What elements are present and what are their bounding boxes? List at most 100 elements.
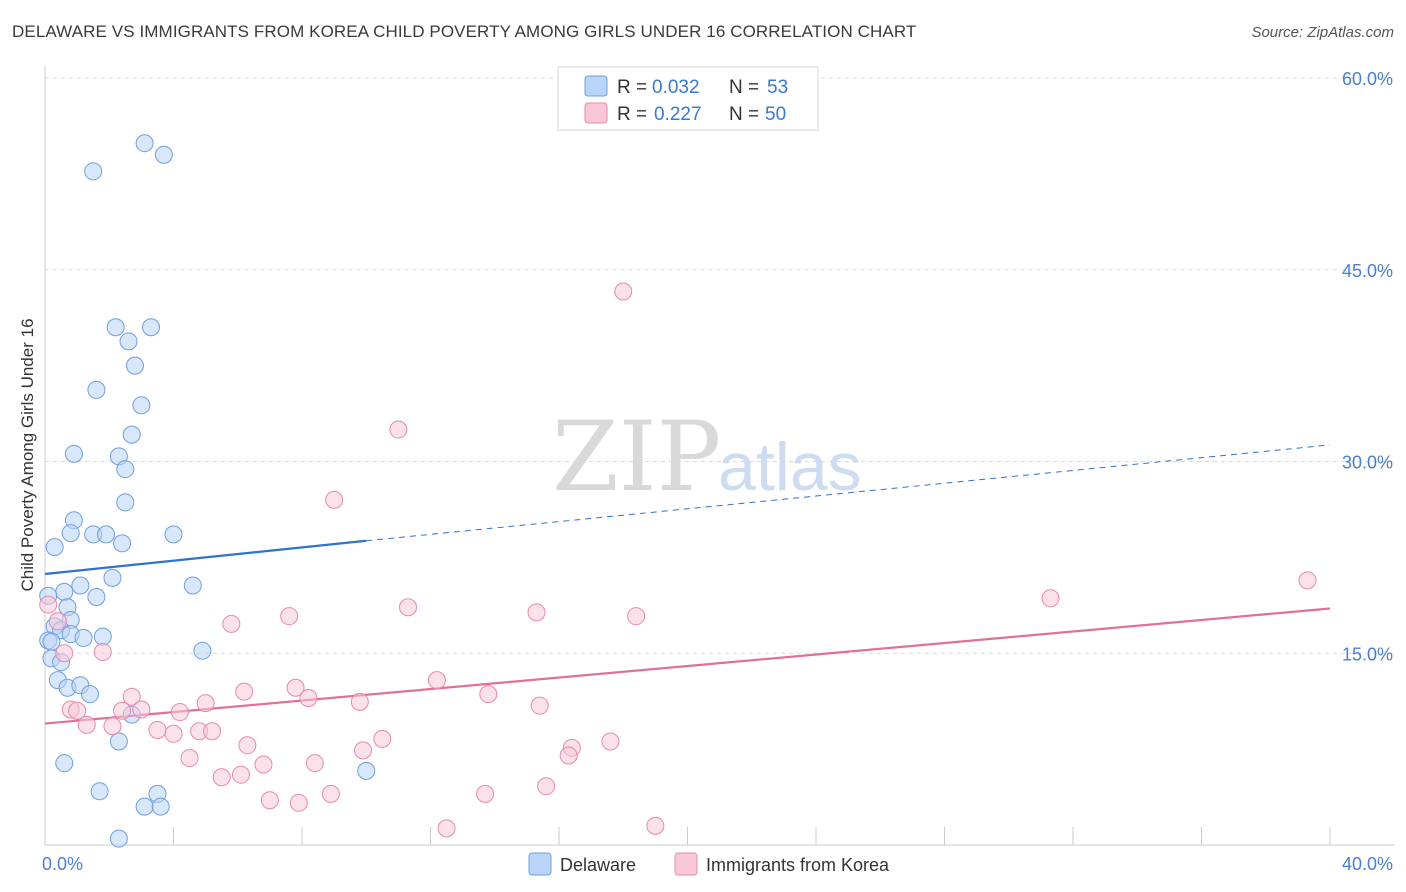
point-delaware bbox=[90, 782, 109, 801]
legend-stats: R = 0.032 N = 53 R = 0.227 N = 50 bbox=[557, 66, 819, 131]
point-delaware bbox=[55, 582, 74, 601]
point-korea bbox=[180, 749, 199, 768]
point-korea bbox=[132, 700, 151, 719]
point-korea bbox=[103, 717, 122, 736]
point-korea bbox=[389, 420, 408, 439]
point-delaware bbox=[64, 444, 83, 463]
point-korea bbox=[55, 644, 74, 663]
point-korea bbox=[1041, 589, 1060, 608]
point-delaware bbox=[122, 425, 141, 444]
point-korea bbox=[222, 614, 241, 633]
watermark: ZIP atlas bbox=[552, 401, 862, 513]
point-korea bbox=[537, 777, 556, 796]
point-korea bbox=[601, 732, 620, 751]
watermark-zip: ZIP bbox=[552, 401, 721, 513]
point-delaware bbox=[109, 829, 128, 848]
point-korea bbox=[48, 612, 67, 631]
legend-n-value: 50 bbox=[765, 104, 786, 125]
point-delaware bbox=[93, 627, 112, 646]
point-korea bbox=[260, 791, 279, 810]
point-korea bbox=[212, 768, 231, 787]
chart-source: Source: ZipAtlas.com bbox=[1251, 24, 1394, 41]
point-delaware bbox=[119, 332, 138, 351]
point-korea bbox=[122, 687, 141, 706]
legend-n-label: N = bbox=[729, 77, 759, 98]
point-korea bbox=[321, 784, 340, 803]
point-delaware bbox=[87, 380, 106, 399]
point-korea bbox=[289, 793, 308, 812]
point-delaware bbox=[71, 576, 90, 595]
point-korea bbox=[299, 688, 318, 707]
point-delaware bbox=[125, 356, 144, 375]
y-tick-label: 15.0% bbox=[1342, 644, 1393, 664]
point-delaware bbox=[87, 588, 106, 607]
point-delaware bbox=[116, 460, 135, 479]
point-korea bbox=[77, 715, 96, 734]
point-korea bbox=[614, 282, 633, 301]
gridlines bbox=[45, 77, 1395, 654]
axes bbox=[44, 66, 1395, 846]
point-korea bbox=[305, 754, 324, 773]
point-delaware bbox=[61, 524, 80, 543]
trendline-delaware-projection bbox=[366, 444, 1331, 542]
point-delaware bbox=[357, 761, 376, 780]
point-korea bbox=[280, 607, 299, 626]
point-delaware bbox=[74, 628, 93, 647]
y-tick-label: 60.0% bbox=[1342, 69, 1393, 89]
point-korea bbox=[170, 703, 189, 722]
legend-swatch-delaware bbox=[584, 75, 608, 97]
point-delaware bbox=[193, 641, 212, 660]
point-delaware bbox=[183, 576, 202, 595]
point-korea bbox=[148, 720, 167, 739]
point-korea bbox=[235, 682, 254, 701]
point-delaware bbox=[84, 162, 103, 181]
legend-bottom-label-korea: Immigrants from Korea bbox=[706, 855, 890, 875]
point-korea bbox=[399, 598, 418, 617]
point-korea bbox=[527, 603, 546, 622]
point-korea bbox=[350, 692, 369, 711]
point-delaware bbox=[106, 318, 125, 337]
x-tick-label: 0.0% bbox=[42, 854, 83, 874]
y-tick-label: 45.0% bbox=[1342, 261, 1393, 281]
point-delaware bbox=[116, 493, 135, 512]
point-korea bbox=[476, 784, 495, 803]
point-delaware bbox=[80, 685, 99, 704]
point-korea bbox=[437, 819, 456, 838]
point-korea bbox=[373, 729, 392, 748]
trendlines bbox=[44, 444, 1331, 725]
point-korea bbox=[354, 741, 373, 760]
point-korea bbox=[627, 607, 646, 626]
data-points bbox=[39, 134, 1317, 848]
legend-bottom-swatch-delaware bbox=[528, 852, 552, 876]
point-delaware bbox=[55, 754, 74, 773]
point-korea bbox=[164, 724, 183, 743]
trendline-korea bbox=[44, 607, 1331, 725]
point-korea bbox=[196, 694, 215, 713]
watermark-atlas: atlas bbox=[718, 429, 862, 505]
x-tick-label: 40.0% bbox=[1342, 854, 1393, 874]
point-delaware bbox=[45, 538, 64, 557]
point-korea bbox=[479, 685, 498, 704]
point-korea bbox=[286, 678, 305, 697]
point-delaware bbox=[103, 568, 122, 587]
point-delaware bbox=[151, 797, 170, 816]
point-korea bbox=[39, 595, 58, 614]
point-korea bbox=[203, 722, 222, 741]
point-delaware bbox=[109, 732, 128, 751]
point-delaware bbox=[135, 134, 154, 153]
point-delaware bbox=[113, 534, 132, 553]
point-korea bbox=[93, 642, 112, 661]
point-delaware bbox=[142, 318, 161, 337]
y-axis-label: Child Poverty Among Girls Under 16 bbox=[18, 318, 37, 591]
point-korea bbox=[68, 701, 87, 720]
legend-n-value: 53 bbox=[767, 77, 788, 98]
point-korea bbox=[254, 755, 273, 774]
trendline-delaware bbox=[44, 539, 367, 576]
point-korea bbox=[231, 765, 250, 784]
legend-r-value: 0.032 bbox=[652, 77, 700, 98]
point-korea bbox=[427, 671, 446, 690]
point-delaware bbox=[97, 525, 116, 544]
point-korea bbox=[238, 736, 257, 755]
legend-swatch-korea bbox=[584, 102, 608, 124]
